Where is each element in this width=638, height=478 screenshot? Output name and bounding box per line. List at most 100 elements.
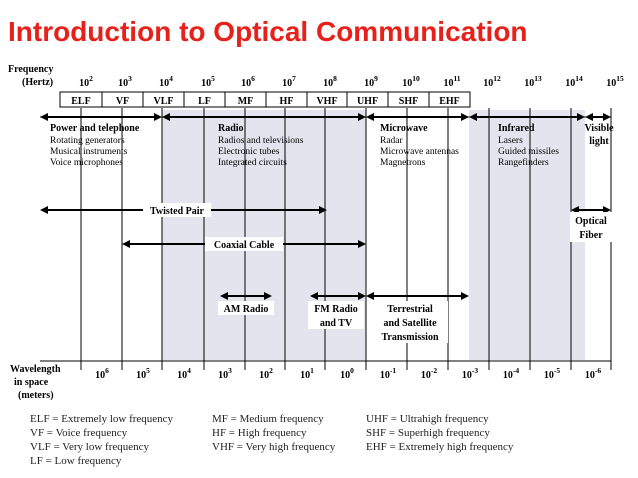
band-label: MF — [238, 96, 254, 107]
visible-light-line2: light — [589, 136, 609, 147]
category-item: Guided missiles — [498, 147, 559, 157]
category-item: Integrated circuits — [218, 158, 287, 168]
infrared-range-arrow-head-right — [577, 113, 585, 121]
legend-item: VF = Voice frequency — [30, 427, 128, 439]
fm-radio-line1: FM Radio — [314, 304, 358, 315]
coaxial-cable-label: Coaxial Cable — [214, 240, 275, 251]
category-visible: Visible light — [584, 123, 614, 147]
band-label: UHF — [357, 96, 378, 107]
power-range-arrow-head-right — [154, 113, 162, 121]
frequency-tick-label: 1015 — [606, 74, 624, 89]
am-radio-label: AM Radio — [224, 304, 269, 315]
category-item: Rangefinders — [498, 157, 549, 168]
frequency-tick-label: 104 — [159, 74, 173, 89]
legend-item: LF = Low frequency — [30, 455, 122, 467]
wavelength-tick-label: 104 — [177, 366, 191, 381]
category-item: Musical instruments — [50, 147, 128, 157]
legend-item: UHF = Ultrahigh frequency — [366, 413, 489, 425]
visible-light-line1: Visible — [584, 123, 614, 134]
wavelength-tick-label: 100 — [340, 366, 354, 381]
frequency-tick-label: 102 — [79, 74, 93, 89]
frequency-tick-label: 105 — [201, 74, 215, 89]
category-heading: Power and telephone — [50, 123, 140, 134]
power-range-arrow-head-left — [40, 113, 48, 121]
frequency-label: Frequency — [8, 64, 53, 75]
terrestrial-arrow-head-right — [461, 292, 469, 300]
category-item: Lasers — [498, 136, 523, 146]
category-heading: Microwave — [380, 123, 428, 134]
band-label: VLF — [154, 96, 174, 107]
category-item: Voice microphones — [50, 158, 123, 168]
radio-range-arrow-head-left — [162, 113, 170, 121]
frequency-tick-label: 1013 — [524, 74, 542, 89]
wavelength-tick-label: 102 — [259, 366, 273, 381]
twisted-pair-arrow-head-right — [319, 206, 327, 214]
twisted-pair-label-bg — [143, 203, 211, 217]
coaxial-cable-arrow-head-right — [358, 240, 366, 248]
legend-item: ELF = Extremely low frequency — [30, 413, 174, 425]
legend-item: VLF = Very low frequency — [30, 441, 150, 453]
frequency-tick-label: 1014 — [565, 74, 583, 89]
band-label: VF — [116, 96, 129, 107]
category-item: Radios and televisions — [218, 136, 304, 146]
terrestrial-line1: Terrestrial — [387, 304, 433, 315]
infrared-band-shade — [469, 110, 585, 360]
band-label: SHF — [399, 96, 418, 107]
band-label: VHF — [316, 96, 337, 107]
frequency-tick-label: 108 — [323, 74, 337, 89]
frequency-tick-label: 107 — [282, 74, 296, 89]
category-power: Power and telephone Rotating generators … — [50, 123, 140, 168]
band-bar-frame — [59, 91, 471, 108]
optical-fiber-line1: Optical — [575, 216, 607, 227]
category-infrared: Infrared Lasers Guided missiles Rangefin… — [498, 123, 559, 168]
category-heading: Infrared — [498, 123, 535, 134]
frequency-tick-label: 106 — [241, 74, 255, 89]
coaxial-cable-arrow-head-left — [122, 240, 130, 248]
am-radio-arrow-head-left — [220, 292, 228, 300]
band-label: HF — [280, 96, 294, 107]
microwave-range-arrow-head-right — [461, 113, 469, 121]
legend-item: EHF = Extremely high frequency — [366, 441, 514, 453]
wavelength-tick-label: 10-1 — [380, 366, 396, 381]
wavelength-tick-label: 10-6 — [585, 366, 601, 381]
fm-radio-arrow-head-right — [358, 292, 366, 300]
category-item: Rotating generators — [50, 136, 125, 146]
infrared-range-arrow-head-left — [469, 113, 477, 121]
wavelength-tick-label: 103 — [218, 366, 232, 381]
optical-label-bg — [570, 212, 612, 242]
microwave-range-arrow-head-left — [366, 113, 374, 121]
wavelength-tick-label: 10-5 — [544, 366, 560, 381]
wavelength-tick-label: 105 — [136, 366, 150, 381]
am-radio-arrow-head-right — [264, 292, 272, 300]
wavelength-label-line3: (meters) — [18, 390, 54, 401]
frequency-tick-label: 1011 — [443, 74, 460, 89]
legend-item: SHF = Superhigh frequency — [366, 427, 490, 439]
visible-range-arrow-head-right — [603, 113, 611, 121]
terrestrial-line3: Transmission — [381, 332, 438, 343]
frequency-tick-label: 1012 — [483, 74, 501, 89]
wavelength-tick-label: 106 — [95, 366, 109, 381]
band-label: ELF — [71, 96, 90, 107]
frequency-unit-label: (Hertz) — [22, 77, 53, 88]
category-microwave: Microwave Radar Microwave antennas Magne… — [380, 123, 459, 168]
fm-label-bg — [308, 301, 364, 329]
radio-range-arrow-head-right — [358, 113, 366, 121]
wavelength-tick-label: 10-3 — [462, 366, 478, 381]
wavelength-tick-label: 10-2 — [421, 366, 437, 381]
category-item: Radar — [380, 136, 404, 146]
category-radio: Radio Radios and televisions Electronic … — [218, 123, 304, 168]
wavelength-tick-label: 10-4 — [503, 366, 519, 381]
band-label: EHF — [439, 96, 460, 107]
wavelength-tick-label: 101 — [300, 366, 314, 381]
category-item: Electronic tubes — [218, 147, 280, 157]
visible-range-arrow-head-left — [585, 113, 593, 121]
optical-fiber-line2: Fiber — [579, 230, 603, 241]
terrestrial-arrow-head-left — [366, 292, 374, 300]
frequency-tick-label: 1010 — [402, 74, 420, 89]
legend-item: MF = Medium frequency — [212, 413, 324, 425]
twisted-pair-arrow-head-left — [40, 206, 48, 214]
wavelength-label-line1: Wavelength — [10, 364, 61, 375]
legend-item: VHF = Very high frequency — [212, 441, 336, 453]
terrestrial-label-bg — [372, 301, 448, 343]
